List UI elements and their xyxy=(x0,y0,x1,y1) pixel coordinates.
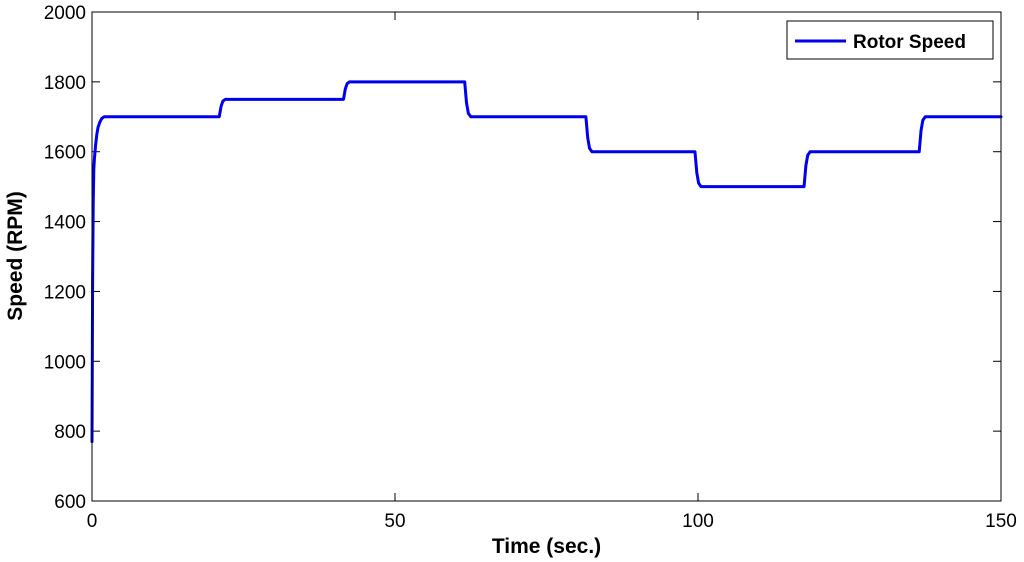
x-tick-label: 150 xyxy=(985,511,1017,532)
x-tick-label: 0 xyxy=(87,511,98,532)
y-tick-label: 1800 xyxy=(44,73,86,94)
y-tick-label: 1400 xyxy=(44,213,86,234)
x-tick-label: 100 xyxy=(682,511,714,532)
y-tick-label: 2000 xyxy=(44,3,86,24)
series-layer xyxy=(90,80,1003,444)
y-axis-label: Speed (RPM) xyxy=(4,191,27,321)
y-tick-label: 1600 xyxy=(44,143,86,164)
legend-label-rotor-speed: Rotor Speed xyxy=(853,32,966,53)
y-tick-label: 1000 xyxy=(44,352,86,373)
ticks-layer: 0 50 100 150 600 800 1000 1200 1400 1600 1800 2000 xyxy=(44,3,1017,532)
x-tick-label: 50 xyxy=(384,511,405,532)
plot-frame xyxy=(91,11,1002,502)
y-tick-label: 600 xyxy=(54,492,86,513)
legend: Rotor Speed xyxy=(786,20,994,60)
y-tick-label: 1200 xyxy=(44,282,86,303)
y-tick-label: 800 xyxy=(54,422,86,443)
x-axis-label: Time (sec.) xyxy=(492,535,601,558)
series-line-rotor-speed xyxy=(90,80,1003,444)
